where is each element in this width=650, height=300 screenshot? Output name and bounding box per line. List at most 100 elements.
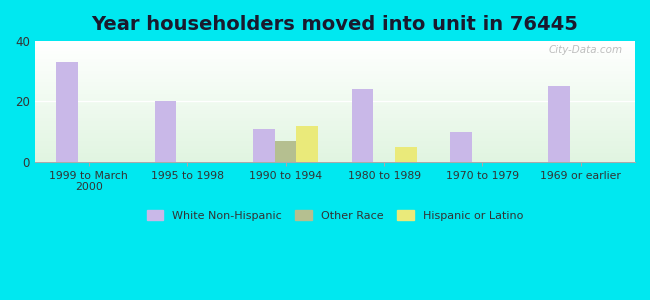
Bar	[34, 137, 635, 138]
Legend: White Non-Hispanic, Other Race, Hispanic or Latino: White Non-Hispanic, Other Race, Hispanic…	[142, 206, 527, 226]
Bar	[34, 131, 635, 132]
Bar	[34, 98, 635, 99]
Bar	[296, 126, 318, 162]
Bar	[34, 77, 635, 78]
Bar	[34, 120, 635, 121]
Bar	[34, 90, 635, 91]
Bar	[549, 86, 570, 162]
Bar	[34, 148, 635, 149]
Bar	[34, 74, 635, 75]
Bar	[34, 95, 635, 96]
Bar	[34, 140, 635, 141]
Bar	[155, 101, 176, 162]
Bar	[34, 113, 635, 114]
Bar	[34, 126, 635, 127]
Bar	[34, 99, 635, 100]
Bar	[34, 92, 635, 93]
Bar	[34, 45, 635, 46]
Bar	[34, 56, 635, 57]
Bar	[34, 100, 635, 101]
Bar	[34, 146, 635, 147]
Bar	[34, 109, 635, 110]
Bar	[34, 66, 635, 67]
Bar	[34, 102, 635, 103]
Bar	[34, 152, 635, 153]
Bar	[34, 149, 635, 150]
Bar	[34, 53, 635, 54]
Bar	[34, 145, 635, 146]
Bar	[34, 86, 635, 87]
Bar	[34, 112, 635, 113]
Bar	[34, 49, 635, 50]
Title: Year householders moved into unit in 76445: Year householders moved into unit in 764…	[92, 15, 578, 34]
Bar	[34, 84, 635, 85]
Bar	[34, 55, 635, 56]
Bar	[34, 111, 635, 112]
Bar	[34, 65, 635, 66]
Bar	[34, 47, 635, 48]
Bar	[34, 105, 635, 106]
Bar	[34, 107, 635, 108]
Bar	[34, 151, 635, 152]
Bar	[34, 69, 635, 70]
Bar	[34, 116, 635, 117]
Bar	[34, 158, 635, 159]
Bar	[34, 157, 635, 158]
Bar	[450, 132, 472, 162]
Bar	[34, 153, 635, 154]
Bar	[34, 119, 635, 120]
Bar	[34, 68, 635, 69]
Bar	[34, 60, 635, 61]
Bar	[34, 143, 635, 144]
Bar	[34, 64, 635, 65]
Bar	[34, 150, 635, 151]
Bar	[34, 125, 635, 126]
Bar	[34, 61, 635, 62]
Bar	[34, 96, 635, 97]
Bar	[34, 79, 635, 80]
Bar	[34, 54, 635, 55]
Text: City-Data.com: City-Data.com	[549, 45, 623, 55]
Bar	[34, 142, 635, 143]
Bar	[34, 154, 635, 155]
Bar	[34, 121, 635, 122]
Bar	[34, 73, 635, 74]
Bar	[34, 104, 635, 105]
Bar	[34, 123, 635, 124]
Bar	[34, 159, 635, 160]
Bar	[34, 72, 635, 73]
Bar	[34, 118, 635, 119]
Bar	[34, 155, 635, 156]
Bar	[34, 71, 635, 72]
Bar	[34, 124, 635, 125]
Bar	[34, 101, 635, 102]
Bar	[34, 110, 635, 111]
Bar	[34, 75, 635, 76]
Bar	[395, 147, 417, 162]
Bar	[352, 89, 373, 162]
Bar	[34, 44, 635, 45]
Bar	[34, 139, 635, 140]
Bar	[34, 62, 635, 63]
Bar	[34, 117, 635, 118]
Bar	[34, 136, 635, 137]
Bar	[34, 94, 635, 95]
Bar	[34, 144, 635, 145]
Bar	[34, 82, 635, 83]
Bar	[34, 132, 635, 133]
Bar	[275, 141, 296, 162]
Bar	[34, 61, 635, 62]
Bar	[34, 115, 635, 116]
Bar	[34, 93, 635, 94]
Bar	[34, 89, 635, 90]
Bar	[34, 48, 635, 49]
Bar	[34, 51, 635, 52]
Bar	[34, 63, 635, 64]
Bar	[34, 156, 635, 157]
Bar	[34, 59, 635, 60]
Bar	[34, 46, 635, 47]
Bar	[34, 57, 635, 58]
Bar	[34, 76, 635, 77]
Bar	[34, 133, 635, 134]
Bar	[34, 161, 635, 162]
